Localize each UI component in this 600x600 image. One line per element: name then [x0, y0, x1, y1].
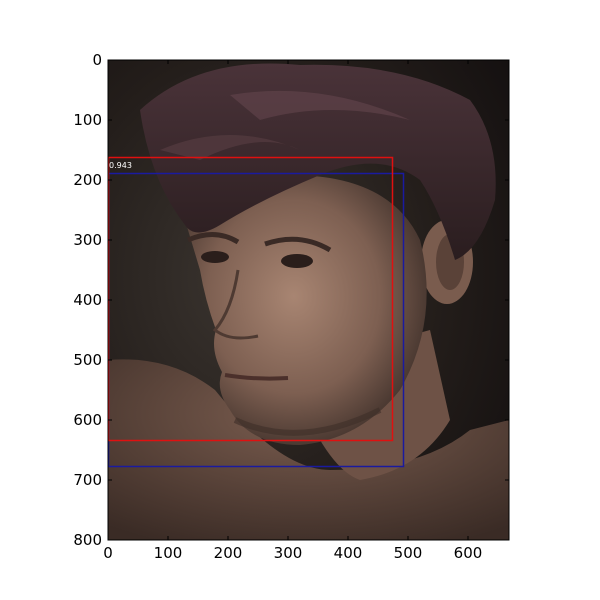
- x-tick-label: 200: [214, 544, 243, 562]
- x-tick-label: 600: [454, 544, 483, 562]
- x-tick-label: 300: [274, 544, 303, 562]
- y-tick-label: 200: [73, 171, 102, 189]
- x-tick-label: 100: [154, 544, 183, 562]
- y-tick-label: 400: [73, 291, 102, 309]
- x-tick-label: 500: [394, 544, 423, 562]
- detection-score-label: 0.943: [109, 161, 132, 170]
- y-tick-label: 500: [73, 351, 102, 369]
- y-tick-label: 300: [73, 231, 102, 249]
- y-tick-label: 100: [73, 111, 102, 129]
- x-tick-label: 0: [103, 544, 113, 562]
- x-tick-label: 400: [334, 544, 363, 562]
- x-axis: 0 100 200 300 400 500 600: [103, 60, 482, 562]
- y-axis: 0 100 200 300 400 500 600 700 800: [73, 51, 509, 549]
- y-tick-label: 800: [73, 531, 102, 549]
- portrait-photo: [108, 60, 509, 540]
- y-tick-label: 700: [73, 471, 102, 489]
- y-tick-label: 0: [92, 51, 102, 69]
- y-tick-label: 600: [73, 411, 102, 429]
